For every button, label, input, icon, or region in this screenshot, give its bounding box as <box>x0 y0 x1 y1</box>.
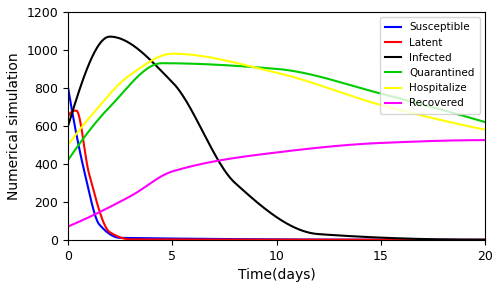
Quarantined <box>225 64 231 67</box>
Infected <box>474 238 480 242</box>
Line: Quarantined: Quarantined <box>68 63 485 160</box>
Susceptible <box>138 236 143 240</box>
Recovered <box>482 138 488 142</box>
Susceptible <box>243 238 249 241</box>
Recovered <box>112 202 118 206</box>
Quarantined <box>429 105 435 109</box>
Latent <box>225 238 231 241</box>
Latent <box>74 109 80 112</box>
Hospitalize <box>429 116 435 120</box>
Latent <box>429 238 435 242</box>
Infected <box>482 238 488 242</box>
Hospitalize <box>112 86 118 89</box>
Quarantined <box>112 99 118 102</box>
Hospitalize <box>138 66 143 70</box>
Hospitalize <box>65 143 71 147</box>
Line: Hospitalize: Hospitalize <box>68 54 485 145</box>
Line: Recovered: Recovered <box>68 140 485 227</box>
Quarantined <box>482 120 488 124</box>
Quarantined <box>159 62 165 65</box>
Recovered <box>243 155 249 158</box>
Infected <box>429 238 435 241</box>
Susceptible <box>225 237 231 241</box>
Infected <box>225 174 231 177</box>
Susceptible <box>429 238 435 242</box>
Infected <box>107 35 113 38</box>
Recovered <box>474 138 480 142</box>
Latent <box>482 238 488 242</box>
Hospitalize <box>482 128 488 131</box>
Susceptible <box>65 86 71 90</box>
Recovered <box>65 225 71 228</box>
Latent <box>474 238 480 242</box>
Latent <box>65 115 71 118</box>
Quarantined <box>138 72 143 76</box>
Hospitalize <box>243 64 249 67</box>
Line: Latent: Latent <box>68 111 485 240</box>
Infected <box>113 36 119 39</box>
Infected <box>243 191 249 195</box>
Quarantined <box>65 158 71 162</box>
Line: Infected: Infected <box>68 37 485 240</box>
Recovered <box>225 157 231 161</box>
Susceptible <box>112 235 118 239</box>
Hospitalize <box>474 126 480 130</box>
Latent <box>113 234 119 237</box>
Recovered <box>138 188 143 192</box>
Susceptible <box>474 238 480 242</box>
Latent <box>243 238 249 241</box>
Hospitalize <box>225 59 231 63</box>
Infected <box>65 124 71 128</box>
Y-axis label: Numerical simulation: Numerical simulation <box>7 52 21 200</box>
Latent <box>138 238 143 241</box>
Recovered <box>429 139 435 143</box>
Susceptible <box>482 238 488 242</box>
Legend: Susceptible, Latent, Infected, Quarantined, Hospitalize, Recovered: Susceptible, Latent, Infected, Quarantin… <box>380 17 480 114</box>
X-axis label: Time(days): Time(days) <box>238 268 316 282</box>
Quarantined <box>474 118 480 121</box>
Quarantined <box>243 65 249 68</box>
Line: Susceptible: Susceptible <box>68 88 485 240</box>
Infected <box>138 49 143 53</box>
Hospitalize <box>170 52 175 55</box>
